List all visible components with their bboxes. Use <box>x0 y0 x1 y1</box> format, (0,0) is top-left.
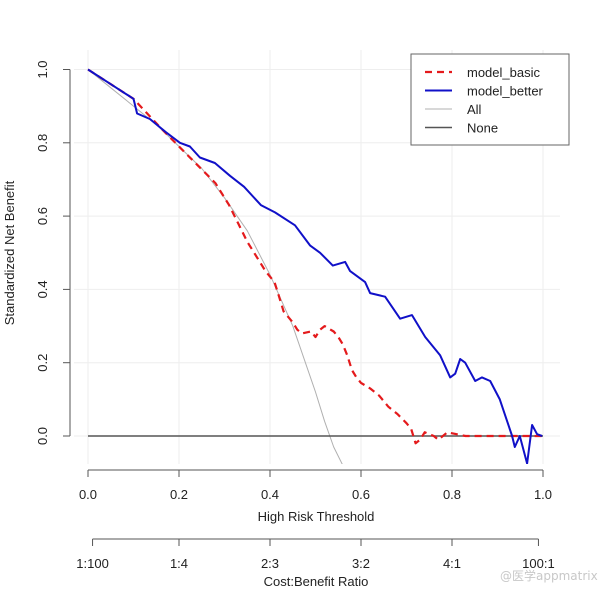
secondary-x-tick-label-5: 100:1 <box>522 556 555 571</box>
y-tick-label-0: 0.0 <box>35 427 50 445</box>
secondary-x-tick-label-1: 1:4 <box>170 556 188 571</box>
legend-box <box>410 53 570 146</box>
y-axis: 0.0 0.2 0.4 0.6 0.8 1.0 <box>35 60 71 445</box>
y-axis-title: Standardized Net Benefit <box>2 180 17 325</box>
x-axis-title: High Risk Threshold <box>258 509 375 524</box>
x-tick-label-0: 0.0 <box>79 487 97 502</box>
legend-label-model-better: model_better <box>467 84 544 99</box>
series-layer <box>87 68 543 464</box>
secondary-x-axis-title: Cost:Benefit Ratio <box>264 574 369 589</box>
x-tick-label-3: 0.6 <box>352 487 370 502</box>
x-tick-label-2: 0.4 <box>261 487 279 502</box>
legend-label-none: None <box>467 121 498 136</box>
legend-label-model-basic: model_basic <box>467 65 540 80</box>
x-axis: 0.0 0.2 0.4 0.6 0.8 1.0 <box>79 469 552 502</box>
secondary-x-tick-label-2: 2:3 <box>261 556 279 571</box>
secondary-x-tick-label-4: 4:1 <box>443 556 461 571</box>
y-tick-label-3: 0.6 <box>35 207 50 225</box>
series-line-all <box>87 69 343 464</box>
watermark: @医学appmatrix <box>500 568 598 583</box>
y-tick-label-2: 0.4 <box>35 280 50 298</box>
cost-benefit-axis: 1:100 1:4 2:3 3:2 4:1 100:1 <box>76 538 555 571</box>
secondary-x-tick-label-0: 1:100 <box>76 556 109 571</box>
series-line-model-better <box>87 68 543 464</box>
x-tick-label-4: 0.8 <box>443 487 461 502</box>
y-tick-label-5: 1.0 <box>35 60 50 78</box>
y-tick-label-4: 0.8 <box>35 134 50 152</box>
x-tick-label-5: 1.0 <box>534 487 552 502</box>
secondary-x-tick-label-3: 3:2 <box>352 556 370 571</box>
legend: model_basic model_better All None <box>410 53 570 146</box>
legend-label-all: All <box>467 102 482 117</box>
x-tick-label-1: 0.2 <box>170 487 188 502</box>
y-tick-label-1: 0.2 <box>35 354 50 372</box>
series-line-model-basic <box>87 68 543 445</box>
